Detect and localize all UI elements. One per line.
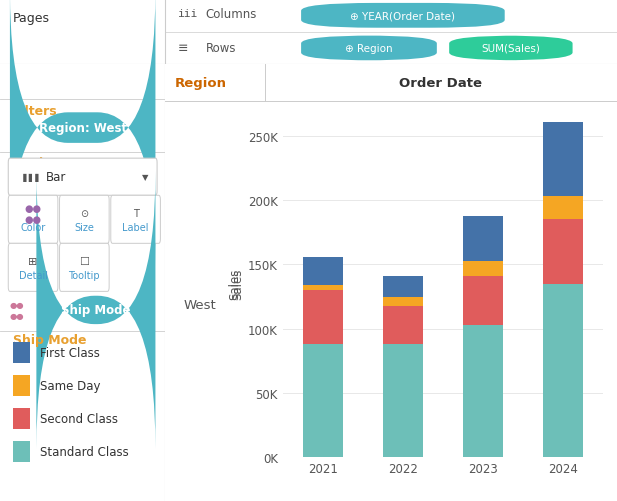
Text: ●●
●●: ●● ●● — [25, 203, 41, 225]
Bar — [13, 441, 30, 462]
Text: Same Day: Same Day — [39, 379, 100, 392]
Text: iii: iii — [178, 10, 198, 20]
FancyBboxPatch shape — [10, 0, 155, 266]
Text: Second Class: Second Class — [39, 412, 118, 425]
FancyBboxPatch shape — [111, 196, 160, 244]
Text: Filters: Filters — [13, 104, 58, 117]
Text: Bar: Bar — [46, 171, 67, 184]
Text: T: T — [133, 209, 139, 219]
Text: Standard Class: Standard Class — [39, 445, 128, 458]
Text: Color: Color — [20, 223, 46, 233]
Bar — [544, 284, 584, 457]
Bar — [544, 122, 584, 197]
Bar — [13, 408, 30, 429]
Bar — [383, 306, 423, 345]
Text: Label: Label — [122, 223, 149, 233]
FancyBboxPatch shape — [301, 37, 437, 61]
Text: Rows: Rows — [205, 42, 236, 55]
Text: Region: West: Region: West — [39, 122, 126, 135]
Text: ●●
●●: ●● ●● — [9, 301, 24, 320]
Bar — [463, 325, 503, 457]
FancyBboxPatch shape — [8, 159, 157, 196]
Text: ⊙: ⊙ — [80, 209, 88, 219]
Y-axis label: Sales: Sales — [231, 269, 244, 300]
Bar — [463, 216, 503, 261]
Text: Tooltip: Tooltip — [68, 271, 100, 281]
Bar — [303, 286, 343, 291]
Bar — [383, 297, 423, 306]
Bar — [383, 345, 423, 457]
Bar — [383, 277, 423, 297]
FancyBboxPatch shape — [36, 172, 155, 449]
Text: Ship Mode: Ship Mode — [13, 333, 87, 346]
Bar — [463, 277, 503, 325]
Text: Region: Region — [175, 77, 226, 90]
Bar — [13, 343, 30, 364]
Bar — [463, 261, 503, 277]
Text: First Class: First Class — [39, 347, 99, 360]
Text: Pages: Pages — [12, 12, 49, 25]
Text: ⊕ YEAR(Order Date): ⊕ YEAR(Order Date) — [350, 12, 455, 21]
Text: Marks: Marks — [13, 157, 56, 170]
Text: Columns: Columns — [205, 8, 257, 21]
Text: Sales: Sales — [228, 269, 241, 300]
FancyBboxPatch shape — [449, 37, 573, 61]
Text: Order Date: Order Date — [399, 77, 482, 90]
Text: ▐▐▐: ▐▐▐ — [20, 173, 39, 182]
FancyBboxPatch shape — [8, 196, 58, 244]
Text: ⊞: ⊞ — [28, 257, 38, 267]
Text: West: West — [183, 299, 216, 311]
Bar — [303, 291, 343, 345]
FancyBboxPatch shape — [8, 244, 58, 292]
Text: Detail: Detail — [19, 271, 48, 281]
Text: SUM(Sales): SUM(Sales) — [481, 44, 540, 54]
FancyBboxPatch shape — [59, 244, 109, 292]
Text: ⊕ Region: ⊕ Region — [345, 44, 393, 54]
Bar — [303, 345, 343, 457]
Text: Ship Mode: Ship Mode — [61, 304, 131, 317]
Bar — [544, 197, 584, 220]
Text: ≡: ≡ — [178, 42, 188, 55]
Text: Size: Size — [75, 223, 94, 233]
FancyBboxPatch shape — [301, 4, 505, 29]
FancyBboxPatch shape — [59, 196, 109, 244]
Text: ▼: ▼ — [143, 173, 149, 182]
Text: ☐: ☐ — [80, 257, 89, 267]
Bar — [13, 375, 30, 396]
Bar — [544, 220, 584, 284]
Bar — [303, 257, 343, 286]
